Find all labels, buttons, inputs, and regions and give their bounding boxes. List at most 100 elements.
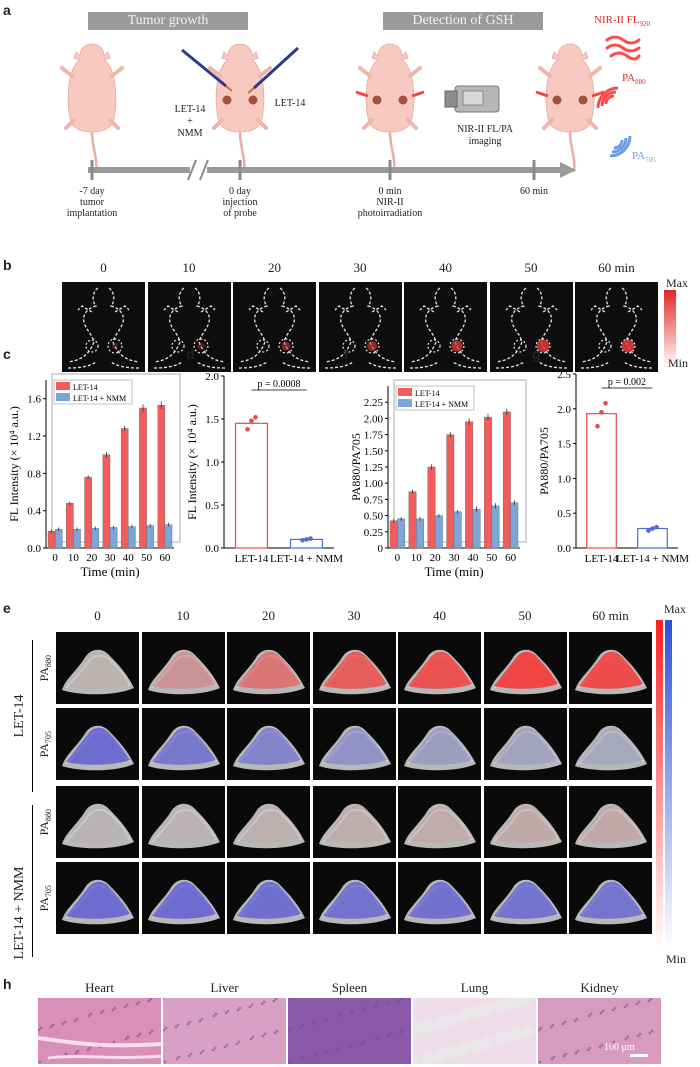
tumor-right-outline [278,338,294,354]
body-outline [580,287,653,369]
body-outline [67,287,140,369]
tumor-3d-render [489,879,562,925]
histology-dot [189,1052,193,1056]
chart-f-bar [397,518,406,549]
panel-b-colorbar [664,290,676,368]
histology-dot [552,1055,556,1059]
histology-dot [249,1037,253,1041]
histology-dot [413,998,419,1004]
chart-c-bar [139,407,147,549]
histology-dot [550,1057,554,1061]
banner-detection-gsh: Detection of GSH [383,12,543,30]
histology-dot [538,1028,541,1032]
tumor-3d-render [489,649,562,695]
chart-c-ytick-label: 1.6 [27,394,41,406]
signal-overlay [151,727,216,765]
tumor-shape [147,649,220,695]
chart-d-point [245,427,250,432]
histology-dot [326,1049,330,1053]
chart-c: 0.0 0.4 0.8 1.2 1.6 FL Intensity (× 10⁴ a.u.)… [7,373,181,579]
tumor-3d-render [147,803,220,849]
panel-f-letter: f [344,346,349,362]
panel-e-image-r0-c4 [398,632,481,704]
tumor-shape [147,803,220,849]
histology-dot [387,1000,391,1004]
panel-e-image-r0-c6 [569,632,652,704]
chart-f-xtick-label: 20 [430,552,442,564]
tumor-highlight [407,808,473,843]
histology-dot [236,1008,240,1012]
signal-overlay [237,881,301,919]
chart-c-legend-swatch [56,382,70,390]
histology-dot [150,1029,154,1033]
panel-a-letter: a [3,2,11,18]
fiber-gap [38,1036,161,1048]
tumor-highlight [578,808,644,843]
chart-f-bar [408,491,417,549]
chart-c-ytick-label: 1.2 [27,431,41,443]
chart-f-ytick-label: 0.75 [364,494,384,506]
tumor-highlight [321,808,388,843]
histology-dot [288,998,290,1000]
signal-overlay [151,651,216,689]
tissue-label-1: Liver [210,980,239,995]
panel-b-min: Min [668,356,689,370]
chart-f-xtick-label: 10 [411,552,423,564]
panel-a-diagram [60,35,641,181]
panel-e-image-r0-c1 [141,632,225,704]
panel-b-time-4: 40 [439,260,452,275]
histology-dot [323,1019,327,1023]
signal-overlay [579,651,643,689]
histology-dot [200,1017,204,1021]
histology-dot [338,1046,342,1050]
histology-dot [186,1022,190,1026]
histology-dot [624,1037,628,1041]
panel-b-time-1: 10 [182,260,196,275]
histology-dot [61,1022,65,1026]
body-outline [495,287,567,369]
tissue-image-3 [413,998,536,1064]
histology-dot [648,1031,652,1035]
tumor-right-outline [363,338,380,354]
histology-dot [625,1003,629,1007]
chart-d-ytick-label: 0.0 [205,543,219,555]
histology-dot [299,1025,303,1029]
chart-f-xtick-label: 60 [505,552,517,564]
panel-e-time-5: 50 [518,608,532,623]
tumor-highlight [65,654,131,689]
histology-dot [497,1031,509,1043]
histology-dot [388,1032,392,1036]
histology-dot [649,998,653,1001]
histology-dot [225,1043,229,1047]
histology-dot [163,1028,166,1032]
timeline-arrow [88,159,576,181]
chart-d-ytick-label: 2.0 [205,371,219,383]
tumor-right-outline [620,338,636,354]
tumor-3d-render [62,879,134,925]
histology-dot [538,1060,542,1064]
histology-dot [562,1054,566,1058]
histology-dot [460,1008,472,1020]
histology-dot [63,1020,67,1024]
histology-dot [49,1025,53,1029]
panel-b-image-1 [147,282,231,372]
histology-dot [399,998,403,1001]
mouse-outline-3 [324,287,396,369]
chart-c-xtick-label: 10 [68,552,80,564]
panel-e-image-r3-c0 [56,862,139,934]
histology-dot [199,1051,203,1055]
histology-dot [588,1046,592,1050]
histology-dot [360,1042,364,1046]
panel-b-image-5 [489,282,573,372]
chart-f-ytick-label: 1.00 [364,478,384,490]
chart-c-ytick-label: 0.4 [27,506,41,518]
tissue-label-3: Lung [460,980,489,995]
tumor-shape [489,803,562,849]
group-let14-label: LET-14 [12,694,27,738]
chart-d: 0.0 0.5 1.0 1.5 2.0 FL Intensity (× 10⁴ a.u.)… [185,371,343,565]
panel-e-row-label-1: PA705 [34,708,56,780]
panel-e-image-r1-c1 [141,708,225,780]
chart-f-bar [446,434,455,549]
chart-f-bar [472,508,481,549]
signal-overlay [579,727,643,765]
